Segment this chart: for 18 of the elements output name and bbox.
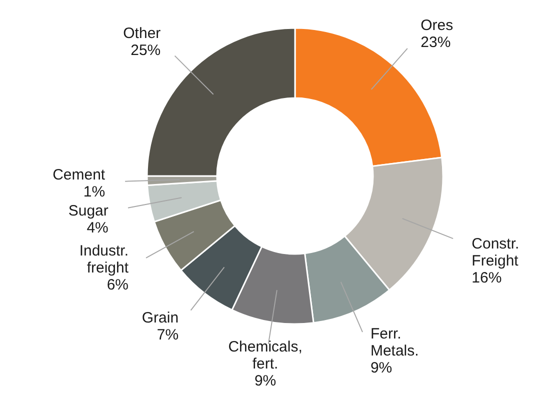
data-label: 23% (420, 34, 451, 51)
slice-label: Sugar (68, 202, 108, 220)
slice-label: Chemicals, fert. (228, 338, 302, 373)
data-label: 9% (254, 372, 276, 390)
data-label: 4% (86, 220, 108, 237)
data-label: 9% (370, 359, 392, 376)
slice-label: Industr. freight (79, 242, 130, 277)
data-label: 6% (106, 276, 128, 294)
data-label: 1% (83, 184, 106, 201)
slice-label: Other (123, 25, 161, 42)
data-label: 16% (472, 270, 502, 287)
data-label: 7% (156, 326, 179, 344)
slice-label: Ferr. Metals. (370, 325, 419, 360)
slice-label: Grain (142, 310, 179, 327)
slice-label: Ores (420, 16, 454, 34)
slice-label: Constr. Freight (472, 236, 520, 270)
legend-label: Cement (52, 166, 106, 184)
data-label: 25% (130, 42, 161, 60)
